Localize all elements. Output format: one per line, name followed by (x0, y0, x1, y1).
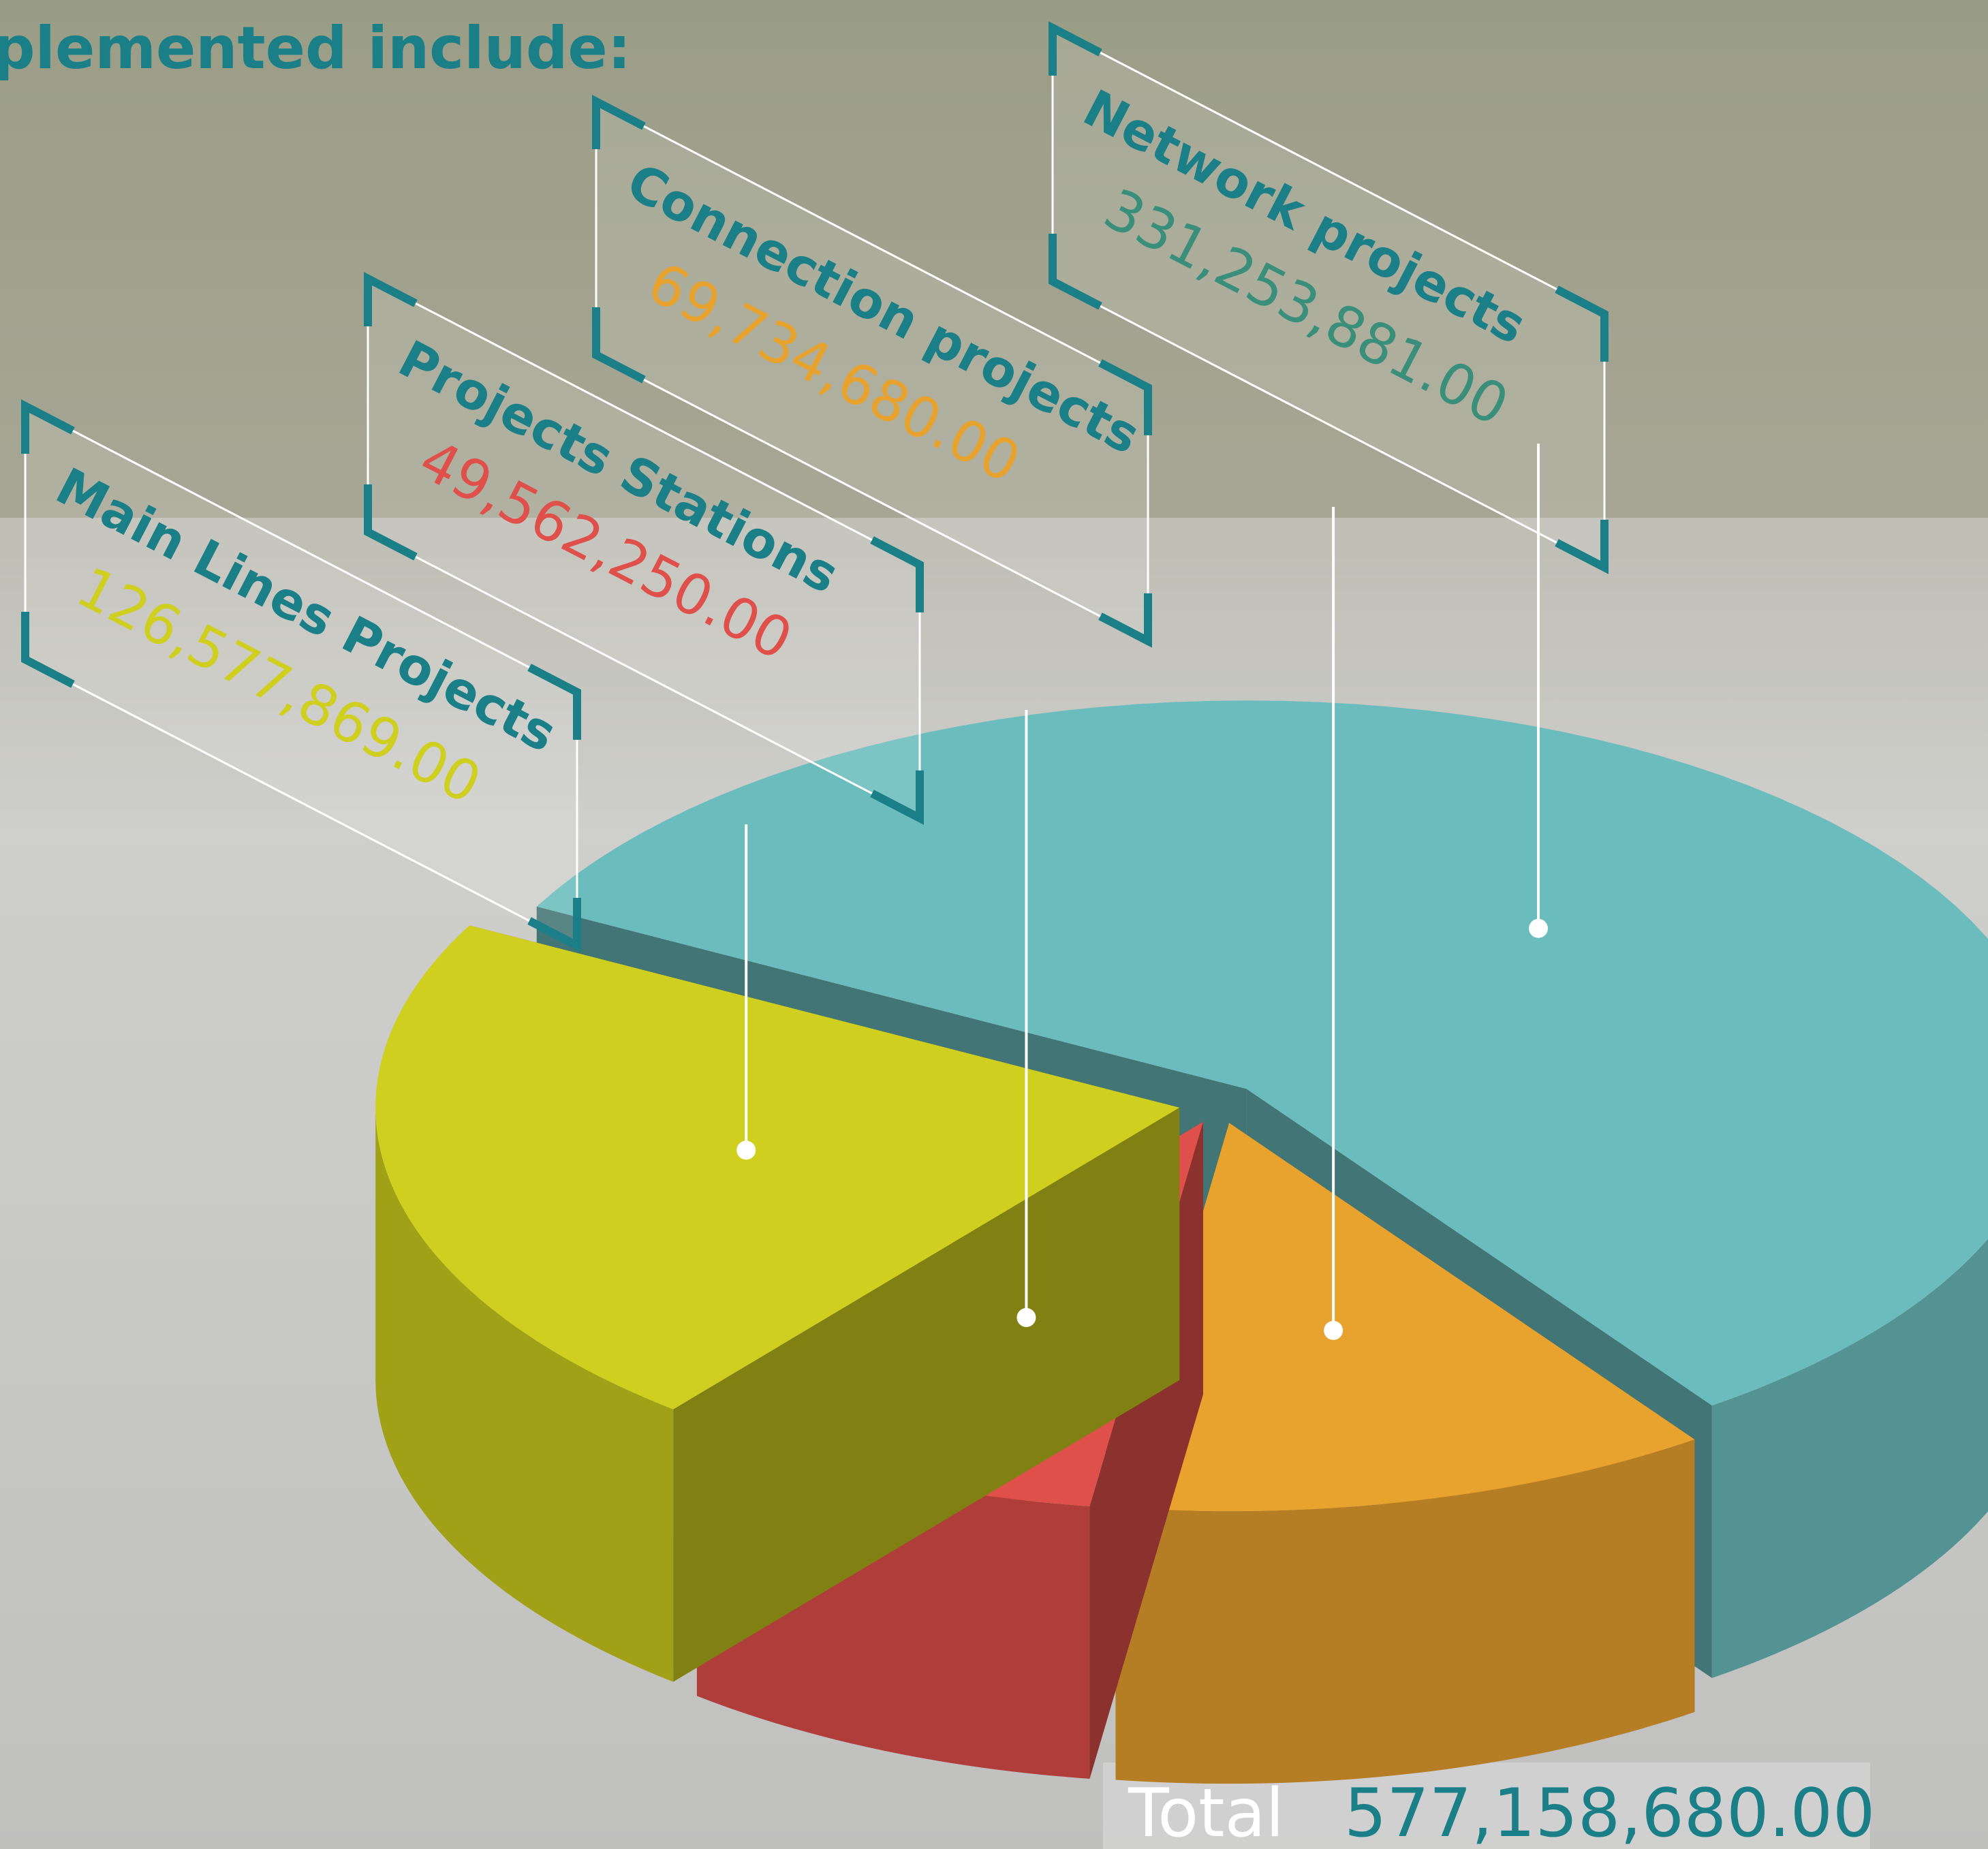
chart-title: plemented include: (0, 14, 631, 82)
leader-dot (1324, 1321, 1343, 1340)
leader-dot (1529, 919, 1548, 938)
total-label: Total (1128, 1775, 1284, 1849)
chart: plemented include: Total 577,158,680.00 … (0, 0, 1988, 1849)
leader-dot (736, 1140, 756, 1160)
leader-dot (1016, 1308, 1036, 1327)
total-value: 577,158,680.00 (1344, 1775, 1875, 1849)
page: {"chart_data": {"type": "pie", "title": … (0, 0, 1988, 1849)
